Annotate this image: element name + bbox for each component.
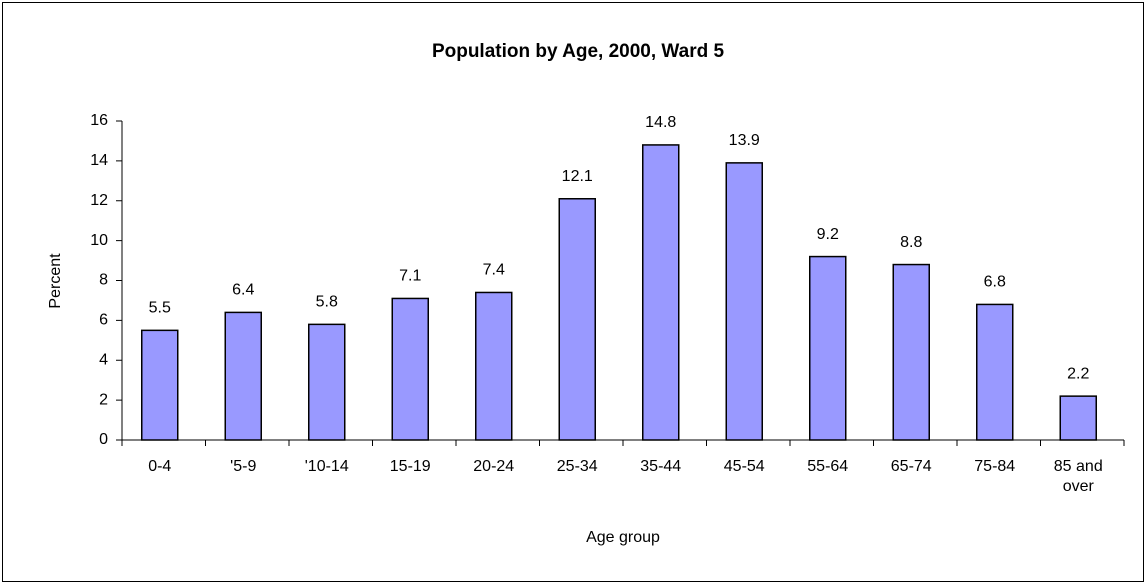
x-tick-label: 0-4 (148, 458, 172, 475)
value-label: 5.8 (316, 294, 338, 311)
value-label: 13.9 (729, 132, 760, 149)
bar (892, 263, 930, 441)
y-tick-label: 2 (99, 391, 108, 408)
bar (224, 311, 262, 441)
bar (475, 291, 513, 441)
bar (642, 144, 680, 441)
value-label: 8.8 (900, 234, 922, 251)
bar (308, 323, 346, 441)
x-axis-label: Age group (586, 529, 660, 546)
y-tick-label: 16 (90, 112, 108, 129)
chart-title: Population by Age, 2000, Ward 5 (432, 41, 725, 62)
bar (391, 297, 429, 441)
bar (558, 198, 596, 441)
bar (1059, 395, 1097, 441)
y-axis-label: Percent (47, 253, 64, 309)
x-tick-label: 85 and over (1053, 458, 1103, 495)
y-tick-label: 4 (99, 351, 108, 368)
bar (141, 329, 179, 441)
value-label: 6.4 (232, 282, 254, 299)
x-tick-label: '10-14 (304, 458, 349, 475)
y-tick-label: 10 (90, 232, 108, 249)
x-tick-label: 35-44 (640, 458, 682, 475)
x-tick-label: 20-24 (473, 458, 515, 475)
x-tick-label: 55-64 (807, 458, 849, 475)
x-tick-label: 75-84 (974, 458, 1016, 475)
value-label: 9.2 (817, 226, 839, 243)
y-tick-label: 0 (99, 431, 108, 448)
y-tick-label: 12 (90, 192, 108, 209)
bar (976, 303, 1014, 441)
y-tick-label: 8 (99, 272, 108, 289)
y-tick-label: 14 (90, 152, 108, 169)
value-label: 6.8 (984, 274, 1006, 291)
bar (809, 255, 847, 441)
x-tick-label: 15-19 (389, 458, 431, 475)
x-tick-label: 45-54 (723, 458, 765, 475)
value-label: 5.5 (149, 300, 171, 317)
x-tick-label: 65-74 (890, 458, 932, 475)
value-label: 2.2 (1067, 365, 1089, 382)
value-label: 12.1 (562, 168, 593, 185)
value-label: 14.8 (645, 114, 676, 131)
x-tick-label: 25-34 (556, 458, 598, 475)
y-tick-label: 6 (99, 312, 108, 329)
x-tick-label: '5-9 (230, 458, 257, 475)
bar (725, 162, 763, 441)
value-label: 7.4 (483, 262, 505, 279)
value-label: 7.1 (399, 268, 421, 285)
